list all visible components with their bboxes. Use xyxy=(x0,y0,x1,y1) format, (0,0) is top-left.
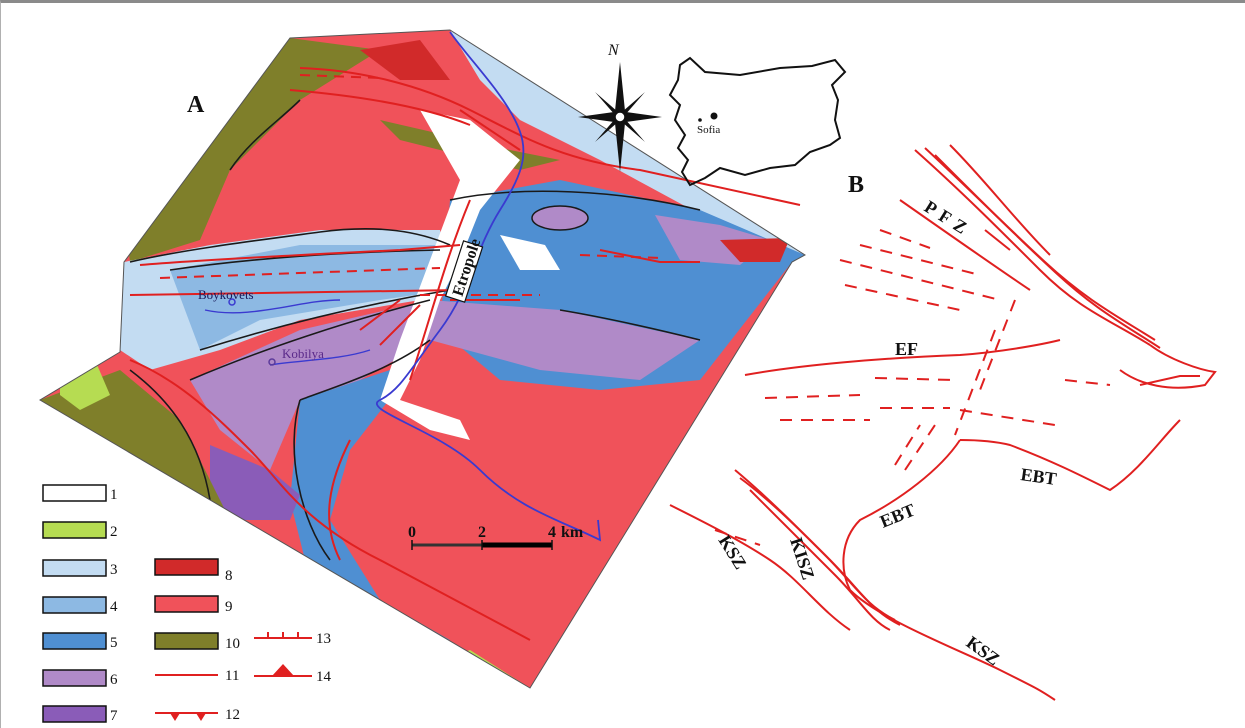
map-outline xyxy=(39,29,806,689)
sofia-label: Sofia xyxy=(697,124,720,136)
svg-text:8: 8 xyxy=(225,568,233,584)
study-area-marker xyxy=(698,118,702,122)
svg-text:12: 12 xyxy=(225,707,240,723)
legend-item-14: 14 xyxy=(254,664,332,685)
contact-lines xyxy=(129,99,701,561)
fault-label-kisz: KISZ xyxy=(786,535,818,582)
svg-text:6: 6 xyxy=(110,672,118,688)
scale-tick-0: 0 xyxy=(408,524,416,541)
svg-text:1: 1 xyxy=(110,487,118,503)
svg-text:3: 3 xyxy=(110,562,118,578)
legend-item-13: 13 xyxy=(254,631,331,647)
svg-text:10: 10 xyxy=(225,636,240,652)
svg-text:9: 9 xyxy=(225,599,233,615)
unit-8-north xyxy=(360,40,450,80)
fault-label-ebt-west: EBT xyxy=(877,500,918,532)
town-label-boykovets: Boykovets xyxy=(198,287,254,302)
unit-7-south xyxy=(210,445,300,520)
town-marker-kobilya xyxy=(268,358,276,366)
fault-sketch-dashed xyxy=(714,229,1111,546)
scale-unit: km xyxy=(561,524,584,541)
river-etropole xyxy=(376,31,602,542)
svg-text:11: 11 xyxy=(225,668,239,684)
svg-text:2: 2 xyxy=(110,524,118,540)
svg-text:4: 4 xyxy=(110,599,118,615)
fault-label-ksz-west: KSZ xyxy=(715,532,751,573)
compass-rose: N xyxy=(578,42,662,172)
scale-tick-2: 2 xyxy=(478,524,486,541)
svg-text:13: 13 xyxy=(316,631,331,647)
river-tributary xyxy=(204,299,371,366)
legend-item-5: 5 xyxy=(42,632,118,651)
legend: 1 2 3 4 5 6 7 8 9 10 11 12 13 14 xyxy=(42,484,332,724)
svg-text:7: 7 xyxy=(110,708,118,724)
unit-6-lens xyxy=(531,205,589,231)
legend-item-8: 8 xyxy=(154,558,233,584)
legend-item-11: 11 xyxy=(155,668,239,684)
svg-text:5: 5 xyxy=(110,635,118,651)
legend-item-4: 4 xyxy=(42,596,118,615)
legend-item-7: 7 xyxy=(42,705,118,724)
panel-label-b: B xyxy=(848,172,864,198)
bulgaria-inset: Sofia xyxy=(668,56,847,187)
bulgaria-outline xyxy=(668,56,847,187)
sofia-marker xyxy=(710,112,718,120)
geological-map xyxy=(40,30,805,688)
map-faults-dashed xyxy=(159,74,661,296)
unit-6-center xyxy=(190,300,700,470)
panel-label-a: A xyxy=(187,92,205,118)
town-marker-boykovets xyxy=(228,298,236,306)
legend-item-12: 12 xyxy=(155,707,240,723)
town-label-kobilya: Kobilya xyxy=(282,346,324,361)
unit-8-ne xyxy=(720,238,790,262)
map-faults xyxy=(129,67,801,641)
scale-bar: 0 2 4 km xyxy=(408,524,584,550)
compass-label: N xyxy=(607,42,620,59)
legend-item-9: 9 xyxy=(154,595,233,615)
fault-sketch xyxy=(669,144,1217,701)
legend-item-10: 10 xyxy=(154,632,240,652)
fault-label-ef: EF xyxy=(895,339,918,359)
unit-10-nw-band xyxy=(120,38,380,262)
legend-item-1: 1 xyxy=(42,484,118,503)
scale-tick-4: 4 xyxy=(548,524,556,541)
unit-1-patch xyxy=(500,235,560,270)
legend-item-6: 6 xyxy=(42,669,118,688)
fault-label-ksz-south: KSZ xyxy=(963,632,1004,669)
unit-4-belt xyxy=(170,245,450,350)
fault-label-ebt-east: EBT xyxy=(1019,464,1057,489)
unit-1-alluvium xyxy=(380,110,520,440)
legend-item-3: 3 xyxy=(42,559,118,578)
svg-text:14: 14 xyxy=(316,669,332,685)
legend-item-2: 2 xyxy=(42,521,118,540)
